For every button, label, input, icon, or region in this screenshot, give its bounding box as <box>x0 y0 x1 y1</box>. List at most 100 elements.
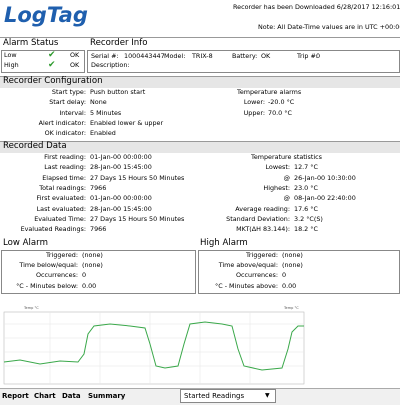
stat-label: Average reading: <box>235 204 290 213</box>
section-title: Low Alarm <box>3 238 48 248</box>
stat-value: 12.7 °C <box>294 163 318 172</box>
stats-title: Temperature statistics <box>251 153 322 161</box>
data-value: 01-Jan-00 00:00:00 <box>90 194 152 203</box>
alarm-field-label: Triggered: <box>45 251 78 259</box>
y-axis-label: Temp °C <box>23 306 39 310</box>
grid <box>4 312 304 384</box>
info-label: Trip #: <box>297 52 318 60</box>
stat-value: 3.2 °C(S) <box>294 214 323 223</box>
data-value: 28-Jan-00 15:45:00 <box>90 163 152 172</box>
stat-label: MKT(ΔH 83.144): <box>236 225 290 234</box>
low-alarm-box <box>1 250 196 294</box>
config-label: Alert indicator: <box>38 118 86 127</box>
y-axis-label: Temp °C <box>283 306 299 310</box>
alarm-field-label: Triggered: <box>245 251 278 259</box>
data-label: Last evaluated: <box>36 204 86 213</box>
data-label: Elapsed time: <box>42 173 86 182</box>
data-label: Evaluated Time: <box>34 214 86 223</box>
stat-label: @ <box>283 194 290 203</box>
info-value: 1000443447 <box>124 52 165 60</box>
section-title: High Alarm <box>200 238 248 248</box>
data-value: 27 Days 15 Hours 50 Minutes <box>90 173 185 182</box>
stat-label: Highest: <box>263 183 290 192</box>
data-value: 01-Jan-00 00:00:00 <box>90 153 152 161</box>
data-value: 27 Days 15 Hours 50 Minutes <box>90 214 185 223</box>
alarm-field-value: (none) <box>82 261 103 270</box>
stat-value: 26-Jan-00 10:30:00 <box>294 173 356 182</box>
data-value: 28-Jan-00 15:45:00 <box>90 204 152 213</box>
tab[interactable]: Summary <box>88 392 126 400</box>
view-select[interactable] <box>180 389 276 403</box>
info-label: Serial #: <box>91 52 119 60</box>
alarm-field-value: 0.00 <box>282 281 297 290</box>
info-value: OK <box>261 52 271 60</box>
alarm-state: OK <box>70 61 80 69</box>
data-label: Evaluated Readings: <box>20 225 86 234</box>
config-label: OK indicator: <box>44 129 86 138</box>
alarm-field-label: Occurrences: <box>35 271 78 280</box>
config-label: Interval: <box>59 108 86 117</box>
tab[interactable]: Chart <box>34 392 56 400</box>
config-label: Start delay: <box>49 98 86 107</box>
section-bar <box>0 141 400 153</box>
stat-value: 18.2 °C <box>294 225 318 234</box>
alarm-state: OK <box>70 51 80 59</box>
alarms-title: Temperature alarms <box>237 88 302 96</box>
config-value: None <box>90 98 107 107</box>
alarm-field-label: °C - Minutes below: <box>16 281 78 290</box>
config-value: Enabled lower & upper <box>90 118 164 127</box>
alarm-field-value: 0 <box>282 271 287 280</box>
data-label: Last reading: <box>44 163 86 172</box>
check-icon: ✔ <box>48 60 56 70</box>
alarm-limit-label: Upper: <box>243 108 265 117</box>
config-value: Enabled <box>90 129 116 138</box>
section-title: Recorded Data <box>3 141 67 151</box>
data-value: 7966 <box>90 183 107 192</box>
stat-label: @ <box>283 173 290 182</box>
alarm-field-label: Time above/equal: <box>218 261 278 270</box>
alarm-label: Low <box>4 51 17 59</box>
data-value: 7966 <box>90 225 107 234</box>
data-label: First reading: <box>44 153 86 161</box>
data-label: Total readings: <box>39 183 86 192</box>
utc-note: Note: All Date-Time values are in UTC +0… <box>258 23 400 31</box>
stat-value: 23.0 °C <box>294 183 318 192</box>
info-value: TRIX-8 <box>192 52 213 60</box>
alarm-field-value: (none) <box>282 251 303 259</box>
alarm-limit-value: -20.0 °C <box>268 98 295 107</box>
section-title: Alarm Status <box>3 38 59 48</box>
info-label: Model: <box>164 52 186 60</box>
alarm-limit-value: 70.0 °C <box>268 108 292 117</box>
alarm-status-box <box>1 50 85 73</box>
alarm-field-value: (none) <box>282 261 303 270</box>
alarm-label: High <box>4 61 19 69</box>
alarm-field-value: 0 <box>82 271 87 280</box>
check-icon: ✔ <box>48 50 56 60</box>
alarm-field-label: Occurrences: <box>235 271 278 280</box>
section-title: Recorder Configuration <box>3 76 103 86</box>
config-value: 5 Minutes <box>90 108 122 117</box>
plot-area <box>3 311 305 385</box>
section-title: Recorder Info <box>90 38 148 48</box>
config-value: Push button start <box>90 88 146 96</box>
info-value: 0 <box>316 52 321 60</box>
temperature-line <box>3 321 304 371</box>
tab[interactable]: Data <box>62 392 81 400</box>
stat-label: Lowest: <box>265 163 290 172</box>
alarm-limit-label: Lower: <box>243 98 265 107</box>
stat-value: 17.6 °C <box>294 204 318 213</box>
alarm-field-value: 0.00 <box>82 281 97 290</box>
info-label: Battery: <box>232 52 258 60</box>
stat-label: Standard Deviation: <box>226 214 290 223</box>
alarm-field-value: (none) <box>82 251 103 259</box>
tab[interactable]: Report <box>2 392 29 400</box>
stat-value: 08-Jan-00 22:40:00 <box>294 194 356 203</box>
info-label: Description: <box>91 61 130 69</box>
mini-chart: Temp °C Temp °C <box>3 306 305 385</box>
download-note: Recorder has been Downloaded 6/28/2017 1… <box>233 3 400 11</box>
data-label: First evaluated: <box>36 194 87 203</box>
section-bar <box>0 76 400 88</box>
dropdown-arrow[interactable]: ▼ <box>265 392 270 399</box>
view-select-text[interactable]: Started Readings <box>184 392 245 400</box>
